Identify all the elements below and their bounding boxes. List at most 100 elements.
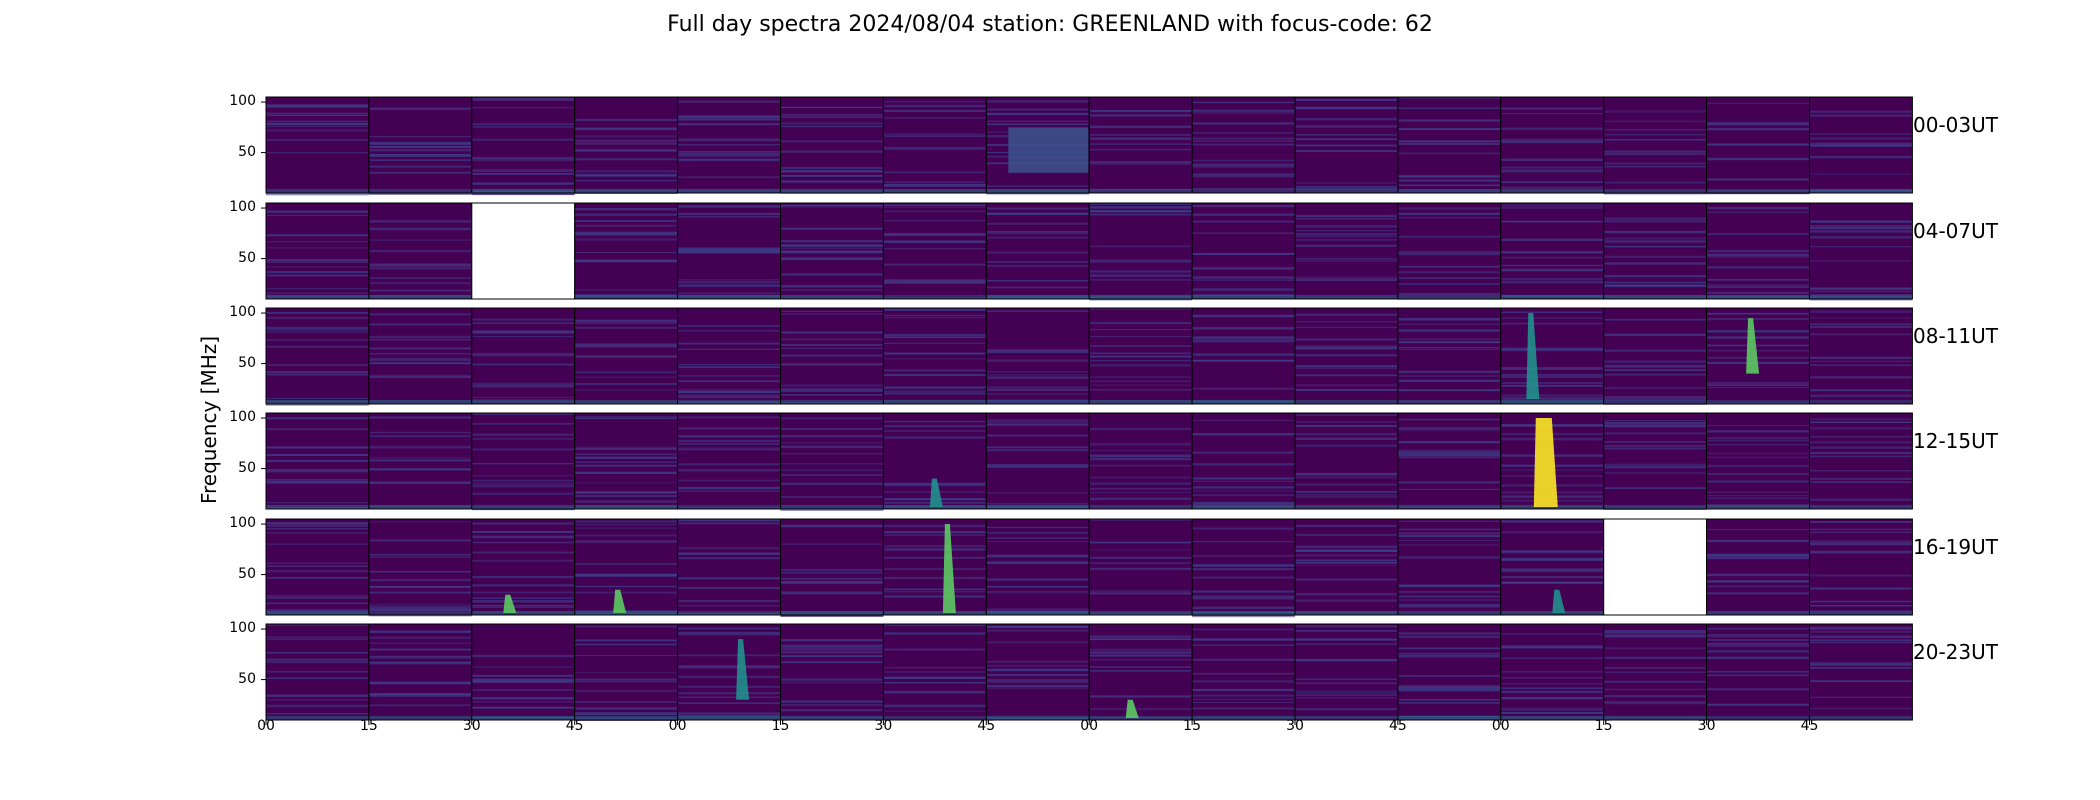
noise-band [1295,696,1398,699]
noise-band [1500,709,1604,711]
noise-band [1295,690,1398,692]
noise-band [1809,294,1913,296]
panel-frame [1809,623,1913,721]
spectrum-panel [1088,307,1193,405]
noise-band [986,264,1090,268]
noise-band [471,157,575,160]
noise-band [780,388,884,391]
noise-band [780,338,884,341]
noise-band [883,530,987,534]
noise-band [1397,340,1501,344]
low-freq-band [1809,504,1913,509]
noise-band [1397,346,1501,349]
noise-band [780,646,884,649]
noise-band [1192,595,1295,597]
noise-band [883,314,987,317]
noise-band [368,313,472,316]
noise-band [266,271,369,274]
noise-band [780,273,884,276]
x-tick-label: 15 [771,718,790,734]
low-freq-band [986,504,1090,509]
noise-band [1295,444,1398,447]
noise-band [574,534,678,537]
noise-band [471,551,575,554]
noise-band [574,713,678,716]
noise-band [1295,693,1398,697]
noise-band [1809,521,1913,523]
noise-band [780,655,884,657]
noise-band [471,604,575,607]
noise-band [266,397,369,400]
low-freq-band [1809,399,1913,404]
noise-band [574,689,678,693]
spectrum-panel [574,307,679,405]
noise-band [1706,158,1810,161]
noise-band [883,710,987,712]
noise-band [1603,680,1707,682]
noise-band [368,353,472,355]
spectrum-panel [471,518,576,616]
noise-band [883,336,987,339]
noise-band [1089,355,1193,358]
noise-band [1397,292,1501,296]
noise-band [1295,384,1398,386]
panel-background [368,519,472,615]
spectrum-panel [1294,412,1399,510]
noise-band [1706,384,1810,386]
noise-band [986,608,1090,611]
noise-band [883,420,987,423]
noise-band [1192,359,1295,362]
spectrum-panel [471,96,576,196]
noise-band [677,348,781,350]
noise-band [1192,204,1295,208]
noise-band [1706,444,1810,446]
noise-band [1295,472,1398,475]
noise-band [883,430,987,432]
noise-band [780,204,884,207]
noise-band [1089,427,1193,431]
noise-band [780,591,884,593]
noise-band [1603,134,1707,136]
noise-band [1295,625,1398,628]
noise-band [1295,559,1398,562]
noise-band [1397,119,1501,122]
panel-background [1706,519,1810,615]
spectrum-panel [1500,307,1605,405]
noise-band [883,110,987,112]
low-freq-band [1192,610,1295,615]
noise-band [574,371,678,373]
noise-band [1809,421,1913,424]
noise-band [368,165,472,168]
noise-band [1706,687,1810,690]
noise-band [677,692,781,695]
noise-band [266,234,369,237]
noise-band [1706,439,1810,442]
noise-band [368,608,472,611]
noise-band [1295,98,1398,101]
noise-band [677,631,781,634]
noise-band [1706,317,1810,321]
y-tick-label: 100 [229,93,256,110]
noise-band [883,676,987,679]
noise-band [883,426,987,428]
panel-frame [1809,518,1913,616]
noise-band [1809,389,1913,392]
noise-band [574,140,678,143]
noise-band [1089,669,1193,672]
noise-band [883,308,987,311]
spectrum-panel [985,307,1090,405]
noise-band [1295,414,1398,417]
noise-band [780,289,884,291]
noise-band [677,712,781,715]
noise-band [1089,278,1193,281]
noise-band [883,234,987,236]
spectrum-panel [677,96,781,194]
spectrum-panel [574,623,679,721]
noise-band [1500,166,1604,169]
noise-band [1603,237,1707,240]
noise-band [677,176,781,178]
noise-band [1500,251,1604,254]
noise-band [574,345,678,348]
noise-band [986,435,1090,437]
x-tick-label: 00 [1080,718,1099,734]
